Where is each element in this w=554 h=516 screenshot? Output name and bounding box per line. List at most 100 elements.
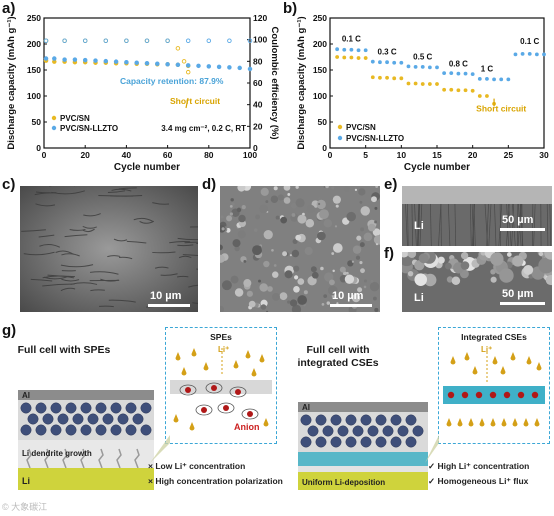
cathode-particle: [360, 436, 372, 448]
chart-b-point: [378, 60, 382, 65]
anion-shell: [195, 404, 213, 416]
chart-b-point: [470, 72, 475, 77]
cses-zoom-box: Integrated CSEs Li⁺: [438, 327, 550, 444]
cathode-particle: [345, 436, 357, 448]
sem-particle: [291, 249, 300, 258]
sem-grain: [60, 287, 76, 292]
cses-anion: [475, 391, 483, 399]
sem-deposit: [545, 275, 552, 286]
sem-particle: [297, 278, 305, 285]
li-ion: [245, 350, 251, 359]
sem-grain: [35, 203, 56, 207]
sem-streak: [471, 203, 475, 246]
chart-a-point: [206, 64, 212, 69]
chart-b-point: [534, 52, 539, 57]
watermark: © 大象碳江: [2, 502, 48, 512]
sem-particle: [331, 252, 335, 255]
sem-deposit: [544, 252, 552, 260]
sem-image-d: 10 µm: [220, 186, 380, 312]
chart-b-ylabel: Discharge capacity (mAh g⁻¹): [296, 16, 307, 149]
sem-deposit: [407, 252, 417, 258]
chart-a-ytick-right-label: 120: [253, 13, 267, 23]
sem-grain: [82, 225, 97, 229]
scale-bar-e: [500, 228, 545, 231]
sem-deposit: [418, 253, 429, 264]
sem-particle: [231, 202, 235, 206]
sem-particle: [277, 194, 284, 201]
sem-particle: [332, 195, 341, 204]
sem-particle: [263, 230, 273, 240]
chart-a-point: [227, 38, 232, 44]
sem-particle: [360, 227, 365, 232]
sem-particle: [344, 274, 355, 284]
sem-particle: [291, 304, 302, 312]
chart-b-point: [356, 56, 361, 60]
chart-b-legend-2: PVC/SN-LLZTO: [346, 134, 404, 143]
sem-particle: [306, 204, 315, 214]
cathode-particle: [117, 413, 129, 425]
chart-a-legend-2: PVC/SN-LLZTO: [60, 124, 118, 133]
chart-b-point: [399, 76, 404, 81]
sem-streak: [473, 203, 476, 246]
li-ion: [191, 348, 197, 357]
left-bullet-2: × High concentration polarization: [148, 476, 283, 486]
chart-a-xtick-label: 100: [243, 150, 257, 160]
sem-particle: [369, 186, 375, 189]
chart-b-point: [356, 48, 361, 53]
left-bullet-1: × Low Li⁺ concentration: [148, 461, 246, 471]
chart-a-ytick-left-label: 100: [27, 91, 41, 101]
sem-texture-d: [220, 186, 380, 312]
panel-letter-g: g): [2, 322, 17, 339]
chart-b-point: [335, 55, 340, 59]
sem-particle: [359, 242, 365, 248]
scale-label-d: 10 µm: [332, 290, 364, 302]
cathode-particle: [330, 436, 342, 448]
sem-particle: [282, 251, 288, 257]
sem-deposit: [402, 252, 409, 258]
chart-b-point: [442, 87, 447, 92]
sem-particle: [375, 186, 379, 189]
cathode-particle: [35, 424, 47, 436]
li-ion: [189, 422, 195, 431]
sem-particle: [374, 307, 379, 312]
sem-grain: [192, 302, 198, 304]
sem-deposit: [423, 273, 437, 287]
sem-particle: [237, 186, 246, 192]
sem-streak: [419, 203, 423, 246]
li-label-f: Li: [414, 292, 424, 304]
sem-streak: [546, 203, 549, 246]
sem-grain: [152, 251, 176, 254]
sem-particle: [267, 286, 273, 292]
li-dendrite: [134, 448, 140, 469]
li-ion: [501, 418, 507, 427]
chart-a-short-label: Short circuit: [170, 96, 220, 106]
cses-anion: [503, 391, 511, 399]
sem-grain: [107, 190, 126, 194]
sem-particle: [295, 198, 305, 208]
sem-particle: [352, 245, 362, 254]
li-ion: [233, 360, 239, 369]
sem-particle: [293, 286, 300, 293]
right-bullet-1: ✓ High Li⁺ concentration: [428, 461, 530, 471]
anion: [201, 407, 207, 413]
li-ion: [479, 418, 485, 427]
right-bullet-2: ✓ Homogeneous Li⁺ flux: [428, 476, 529, 486]
sem-particle: [320, 266, 324, 271]
sem-grain: [118, 256, 133, 260]
right-cell-diagram: Al Uniform Li-deposition: [298, 402, 428, 490]
sem-grain: [196, 268, 198, 270]
chart-b-point: [477, 94, 482, 98]
sem-particle: [243, 279, 252, 288]
li-dendrite: [98, 448, 104, 469]
li-ion: [510, 352, 516, 361]
chart-b-point: [542, 52, 546, 57]
li-ion: [446, 418, 452, 427]
sem-particle: [324, 272, 334, 282]
sem-particle: [303, 290, 308, 295]
al-label-left: Al: [22, 391, 30, 400]
cathode-particle: [140, 402, 152, 414]
sem-streak: [417, 203, 419, 246]
sem-grain: [34, 192, 50, 196]
chart-a-point: [124, 38, 129, 44]
cses-anion: [447, 391, 455, 399]
